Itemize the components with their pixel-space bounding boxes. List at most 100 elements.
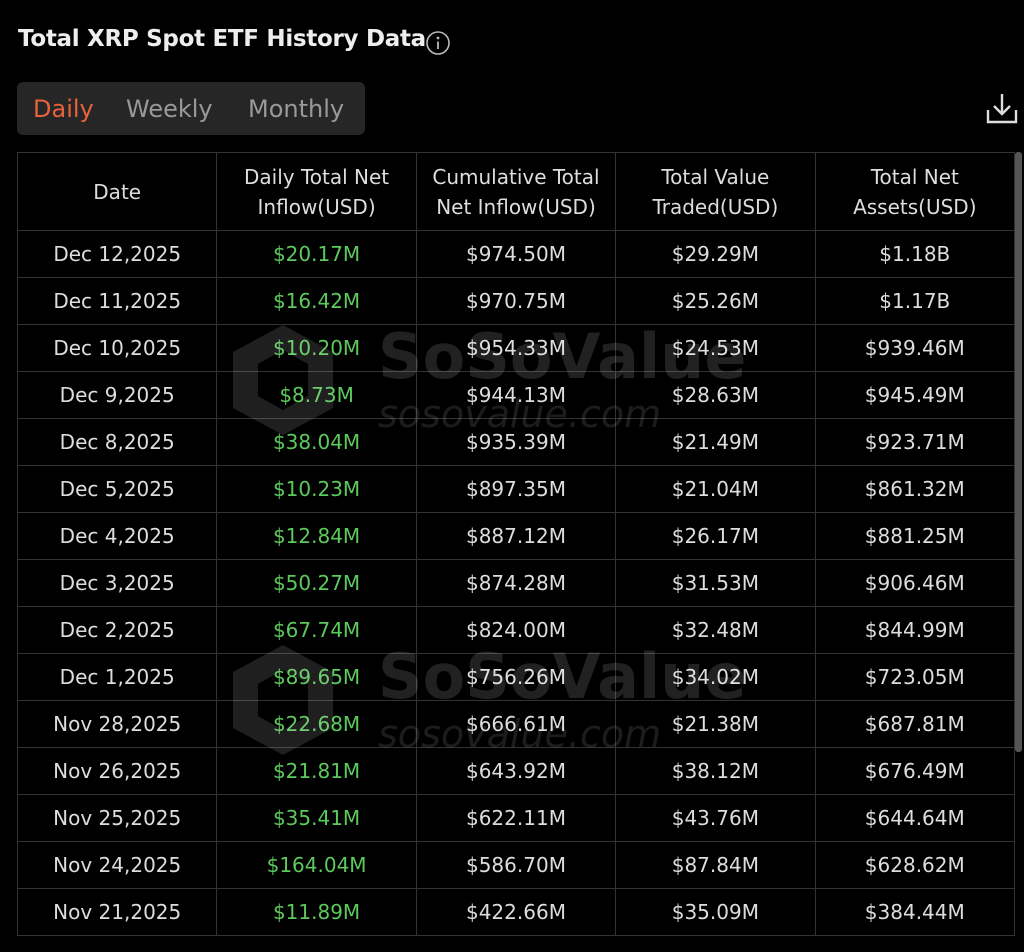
value-cell: $676.49M — [814, 747, 1016, 795]
value-cell: $887.12M — [415, 512, 617, 560]
table-row: Dec 5,2025 $10.23M $897.35M $21.04M $861.32M — [16, 465, 1016, 513]
date-cell: Dec 12,2025 — [16, 230, 218, 278]
value-cell: $38.12M — [615, 747, 816, 795]
value-cell: $824.00M — [415, 606, 617, 654]
value-cell: $11.89M — [216, 888, 417, 936]
value-cell: $87.84M — [615, 841, 816, 889]
value-cell: $12.84M — [216, 512, 417, 560]
value-cell: $21.38M — [615, 700, 816, 748]
value-cell: $622.11M — [415, 794, 617, 842]
value-cell: $644.64M — [814, 794, 1016, 842]
value-cell: $954.33M — [415, 324, 617, 372]
value-cell: $1.17B — [814, 277, 1016, 325]
header-row: Date Daily Total Net Inflow(USD) Cumulativ… — [16, 152, 1016, 231]
info-icon[interactable] — [425, 30, 451, 56]
value-cell: $21.49M — [615, 418, 816, 466]
tab[interactable]: Monthly — [248, 95, 345, 123]
value-cell: $666.61M — [415, 700, 617, 748]
value-cell: $20.17M — [216, 230, 417, 278]
value-cell: $34.02M — [615, 653, 816, 701]
date-cell: Nov 25,2025 — [16, 794, 218, 842]
value-cell: $32.48M — [615, 606, 816, 654]
date-cell: Nov 24,2025 — [16, 841, 218, 889]
table-row: Dec 3,2025 $50.27M $874.28M $31.53M $906.46M — [16, 559, 1016, 607]
value-cell: $24.53M — [615, 324, 816, 372]
table-row: Dec 10,2025 $10.20M $954.33M $24.53M $939.46… — [16, 324, 1016, 372]
value-cell: $756.26M — [415, 653, 617, 701]
table-row: Nov 25,2025 $35.41M $622.11M $43.76M $644.64… — [16, 794, 1016, 842]
value-cell: $945.49M — [814, 371, 1016, 419]
value-cell: $21.81M — [216, 747, 417, 795]
period-tabs: Daily Weekly Monthly — [17, 82, 365, 135]
value-cell: $586.70M — [415, 841, 617, 889]
value-cell: $35.09M — [615, 888, 816, 936]
value-cell: $935.39M — [415, 418, 617, 466]
date-cell: Dec 9,2025 — [16, 371, 218, 419]
value-cell: $28.63M — [615, 371, 816, 419]
table-row: Nov 21,2025 $11.89M $422.66M $35.09M $384.44… — [16, 888, 1016, 936]
table-row: Dec 8,2025 $38.04M $935.39M $21.49M $923.71M — [16, 418, 1016, 466]
date-cell: Nov 26,2025 — [16, 747, 218, 795]
value-cell: $1.18B — [814, 230, 1016, 278]
table-row: Nov 28,2025 $22.68M $666.61M $21.38M $687.81… — [16, 700, 1016, 748]
value-cell: $67.74M — [216, 606, 417, 654]
column-header: Date — [16, 152, 218, 231]
history-table: Date Daily Total Net Inflow(USD) Cumulativ… — [16, 152, 1016, 936]
value-cell: $8.73M — [216, 371, 417, 419]
value-cell: $10.20M — [216, 324, 417, 372]
date-cell: Dec 4,2025 — [16, 512, 218, 560]
value-cell: $939.46M — [814, 324, 1016, 372]
table-row: Dec 12,2025 $20.17M $974.50M $29.29M $1.18B — [16, 230, 1016, 278]
value-cell: $923.71M — [814, 418, 1016, 466]
table-row: Nov 26,2025 $21.81M $643.92M $38.12M $676.49… — [16, 747, 1016, 795]
value-cell: $22.68M — [216, 700, 417, 748]
value-cell: $164.04M — [216, 841, 417, 889]
date-cell: Dec 5,2025 — [16, 465, 218, 513]
value-cell: $974.50M — [415, 230, 617, 278]
value-cell: $861.32M — [814, 465, 1016, 513]
date-cell: Dec 3,2025 — [16, 559, 218, 607]
date-cell: Nov 28,2025 — [16, 700, 218, 748]
value-cell: $874.28M — [415, 559, 617, 607]
value-cell: $29.29M — [615, 230, 816, 278]
table-row: Dec 2,2025 $67.74M $824.00M $32.48M $844.99M — [16, 606, 1016, 654]
value-cell: $10.23M — [216, 465, 417, 513]
date-cell: Dec 2,2025 — [16, 606, 218, 654]
table-row: Dec 1,2025 $89.65M $756.26M $34.02M $723.05M — [16, 653, 1016, 701]
table-row: Nov 24,2025 $164.04M $586.70M $87.84M $628.6… — [16, 841, 1016, 889]
table-row: Dec 9,2025 $8.73M $944.13M $28.63M $945.49M — [16, 371, 1016, 419]
column-header: Daily Total Net Inflow(USD) — [216, 152, 417, 231]
value-cell: $628.62M — [814, 841, 1016, 889]
value-cell: $906.46M — [814, 559, 1016, 607]
value-cell: $687.81M — [814, 700, 1016, 748]
value-cell: $844.99M — [814, 606, 1016, 654]
scrollbar[interactable] — [1015, 152, 1022, 752]
download-button[interactable] — [985, 92, 1019, 126]
table-row: Dec 4,2025 $12.84M $887.12M $26.17M $881.25M — [16, 512, 1016, 560]
column-header: Cumulative Total Net Inflow(USD) — [415, 152, 617, 231]
value-cell: $16.42M — [216, 277, 417, 325]
column-header: Total Value Traded(USD) — [615, 152, 816, 231]
value-cell: $50.27M — [216, 559, 417, 607]
value-cell: $422.66M — [415, 888, 617, 936]
date-cell: Dec 1,2025 — [16, 653, 218, 701]
page-title: Total XRP Spot ETF History Data — [18, 26, 426, 52]
value-cell: $944.13M — [415, 371, 617, 419]
tab[interactable]: Weekly — [126, 95, 213, 123]
value-cell: $43.76M — [615, 794, 816, 842]
date-cell: Dec 8,2025 — [16, 418, 218, 466]
date-cell: Dec 10,2025 — [16, 324, 218, 372]
value-cell: $38.04M — [216, 418, 417, 466]
value-cell: $89.65M — [216, 653, 417, 701]
date-cell: Nov 21,2025 — [16, 888, 218, 936]
column-header: Total Net Assets(USD) — [814, 152, 1016, 231]
table-row: Dec 11,2025 $16.42M $970.75M $25.26M $1.17B — [16, 277, 1016, 325]
tab[interactable]: Daily — [33, 95, 94, 123]
value-cell: $384.44M — [814, 888, 1016, 936]
value-cell: $970.75M — [415, 277, 617, 325]
value-cell: $25.26M — [615, 277, 816, 325]
value-cell: $31.53M — [615, 559, 816, 607]
value-cell: $21.04M — [615, 465, 816, 513]
value-cell: $881.25M — [814, 512, 1016, 560]
